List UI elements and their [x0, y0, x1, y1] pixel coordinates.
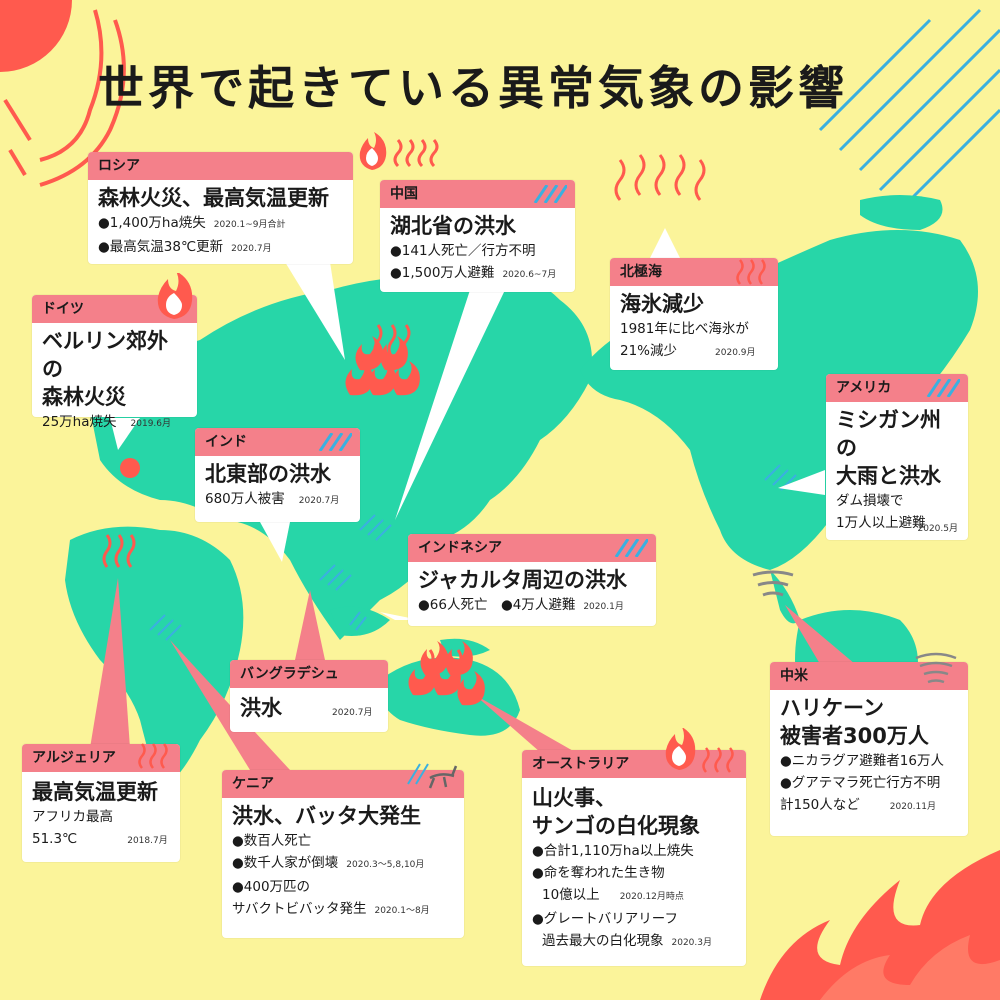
card-line: ●400万匹の	[232, 879, 311, 895]
card-line: 680万人被害 2020.7月	[205, 491, 340, 507]
card-line: 25万ha焼失 2019.6月	[42, 414, 172, 430]
card-america: アメリカ ミシガン州の 大雨と洪水 ダム損壊で 1万人以上避難 2020.5月	[826, 374, 968, 540]
sun-shape	[0, 0, 72, 72]
card-arctic: 北極海 海氷減少 1981年に比べ海氷が 21%減少 2020.9月	[610, 258, 778, 370]
map-fire-russia	[345, 336, 420, 396]
card-title: 洪水 2020.7月	[240, 696, 373, 720]
card-line: ●ニカラグア避難者16万人	[780, 753, 944, 769]
card-title: ジャカルタ周辺の洪水	[418, 568, 627, 592]
card-line: ●グレートバリアリーフ	[532, 911, 678, 927]
card-title: 北東部の洪水	[205, 462, 331, 486]
card-date: 2020.5月	[917, 524, 959, 534]
top-right-hatch	[818, 8, 1000, 212]
card-line: ●141人死亡／行方不明	[390, 243, 536, 259]
map-fire-germany	[120, 458, 140, 478]
card-title: 海氷減少	[620, 292, 704, 316]
card-line: 過去最大の白化現象 2020.3月	[542, 933, 712, 949]
region-hatches	[149, 464, 797, 641]
card-title: 湖北省の洪水	[390, 214, 516, 238]
card-header: 中米	[770, 662, 968, 690]
heat-wave-icon	[702, 747, 734, 773]
rain-hatch-icon	[614, 539, 648, 557]
card-header: ケニア	[222, 770, 464, 798]
fire-icon	[665, 728, 696, 770]
fire-icon	[359, 132, 387, 170]
map-fire-australia	[408, 641, 485, 706]
heat-wave-icon	[138, 743, 168, 769]
map-hurricane-icon	[752, 570, 794, 597]
card-title-line: ハリケーン	[780, 696, 884, 720]
heat-waves	[102, 154, 706, 667]
card-line: ●グアテマラ死亡行方不明	[780, 775, 941, 791]
hurricane-icon	[915, 652, 957, 684]
heat-wave-icon	[393, 139, 439, 168]
card-header: インド	[195, 428, 360, 456]
card-title: 洪水、バッタ大発生	[232, 804, 421, 828]
card-line: 計150人など 2020.11月	[780, 797, 936, 813]
heat-wave-icon	[736, 259, 766, 285]
card-line: 21%減少 2020.9月	[620, 343, 756, 359]
locust-icon	[407, 763, 458, 789]
card-title-line: ベルリン郊外の	[42, 329, 168, 381]
rain-hatch-icon	[926, 379, 960, 397]
card-line: ●合計1,110万ha以上焼失	[532, 843, 694, 859]
card-header: ロシア	[88, 152, 353, 180]
page-title: 世界で起きている異常気象の影響	[98, 61, 848, 115]
card-line: ●66人死亡 ●4万人避難 2020.1月	[418, 597, 624, 613]
rain-hatch-icon	[318, 433, 352, 451]
card-line: 1万人以上避難	[836, 515, 926, 531]
card-russia: ロシア 森林火災、最高気温更新 ●1,400万ha焼失 2020.1~9月合計 ●…	[88, 132, 439, 264]
card-line: ●1,400万ha焼失 2020.1~9月合計	[98, 215, 286, 231]
card-title: 森林火災、最高気温更新	[98, 186, 329, 210]
card-title-line: 被害者300万人	[780, 724, 929, 748]
card-germany: ドイツ ベルリン郊外の 森林火災 25万ha焼失 2019.6月	[32, 273, 197, 430]
sun-rays	[3, 9, 126, 187]
card-title-line: サンゴの白化現象	[532, 814, 700, 838]
card-line: ●数百人死亡	[232, 833, 312, 849]
card-line: 10億以上 2020.12月時点	[542, 887, 684, 903]
card-bangladesh: バングラデシュ 洪水 2020.7月	[230, 660, 388, 732]
card-algeria: アルジェリア 最高気温更新 アフリカ最高 51.3℃ 2018.7月	[22, 743, 180, 862]
card-line: サバクトビバッタ発生 2020.1～8月	[232, 901, 430, 917]
card-line: ダム損壊で	[836, 493, 904, 509]
card-kenya: ケニア 洪水、バッタ大発生 ●数百人死亡 ●数千人家が倒壊 2020.3～5,8,…	[222, 763, 464, 938]
card-title-line: 森林火災	[42, 385, 126, 409]
card-title: 最高気温更新	[32, 780, 158, 804]
card-china: 中国 湖北省の洪水 ●141人死亡／行方不明 ●1,500万人避難 2020.6~…	[380, 180, 575, 292]
fire-icon	[157, 273, 193, 319]
card-line: ●1,500万人避難 2020.6~7月	[390, 265, 557, 281]
card-title-line: ミシガン州の	[836, 408, 941, 460]
card-line: ●命を奪われた生き物	[532, 865, 665, 881]
card-india: インド 北東部の洪水 680万人被害 2020.7月	[195, 428, 360, 522]
card-title-line: 大雨と洪水	[836, 464, 941, 488]
card-australia: オーストラリア 山火事、 サンゴの白化現象 ●合計1,110万ha以上焼失 ●命…	[522, 728, 746, 966]
rain-hatch-icon	[533, 185, 567, 203]
card-line: ●数千人家が倒壊 2020.3～5,8,10月	[232, 855, 425, 871]
card-indonesia: インドネシア ジャカルタ周辺の洪水 ●66人死亡 ●4万人避難 2020.1月	[408, 534, 656, 626]
card-header: バングラデシュ	[230, 660, 388, 688]
card-header: インドネシア	[408, 534, 656, 562]
card-line: 51.3℃ 2018.7月	[32, 831, 168, 847]
card-title-line: 山火事、	[532, 786, 616, 810]
card-line: アフリカ最高	[32, 809, 113, 825]
card-line: 1981年に比べ海氷が	[620, 321, 749, 337]
card-central-america: 中米 ハリケーン 被害者300万人 ●ニカラグア避難者16万人 ●グアテマラ死亡…	[770, 652, 968, 836]
card-line: ●最高気温38℃更新 2020.7月	[98, 239, 272, 255]
